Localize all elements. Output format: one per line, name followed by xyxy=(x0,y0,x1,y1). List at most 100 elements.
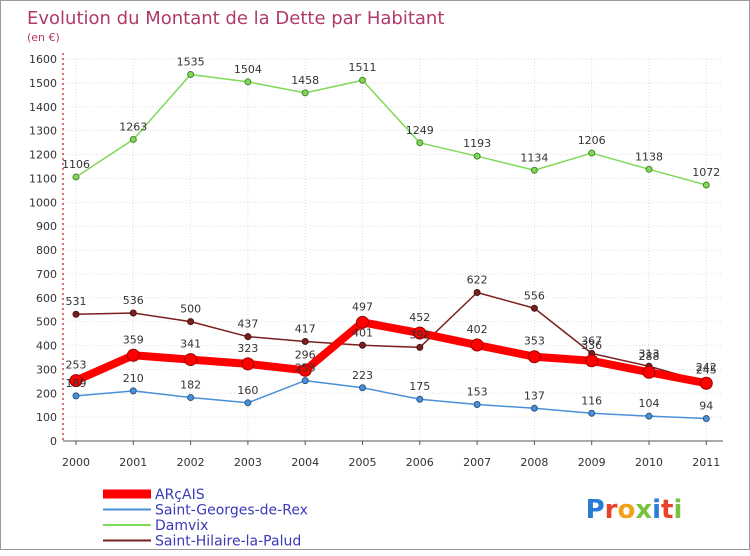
data-point xyxy=(588,149,596,157)
data-label: 1535 xyxy=(177,56,205,69)
x-tick-label: 2009 xyxy=(578,456,606,469)
grid xyxy=(63,58,723,442)
data-point xyxy=(416,139,424,147)
x-tick-label: 2000 xyxy=(62,456,90,469)
data-label: 160 xyxy=(237,384,258,397)
y-tick-label: 0 xyxy=(50,435,57,448)
data-label: 336 xyxy=(581,339,602,352)
data-label: 1106 xyxy=(62,158,90,171)
x-tick-label: 2007 xyxy=(463,456,491,469)
series-line-3 xyxy=(75,291,708,384)
y-tick-label: 100 xyxy=(36,411,57,424)
data-label: 210 xyxy=(123,372,144,385)
data-point xyxy=(527,350,541,364)
data-point xyxy=(642,365,656,379)
data-point xyxy=(301,89,309,97)
data-point xyxy=(585,354,599,368)
data-point xyxy=(530,304,538,312)
logo-letter: i xyxy=(673,495,682,525)
data-label: 245 xyxy=(696,364,717,377)
data-label: 296 xyxy=(295,348,316,361)
data-label: 367 xyxy=(581,334,602,347)
data-point xyxy=(301,377,309,385)
data-label: 94 xyxy=(699,400,713,413)
data-point xyxy=(187,318,195,326)
y-tick-label: 400 xyxy=(36,340,57,353)
series-line-0 xyxy=(72,318,711,388)
data-label: 1511 xyxy=(349,61,377,74)
data-point xyxy=(359,341,366,349)
data-label: 392 xyxy=(409,328,430,341)
data-point xyxy=(356,315,369,329)
data-label: 189 xyxy=(66,377,87,390)
data-label: 359 xyxy=(123,333,144,346)
legend-label: ARçAIS xyxy=(155,487,205,503)
data-point xyxy=(702,415,710,423)
data-point xyxy=(359,384,366,392)
data-point xyxy=(702,181,710,189)
logo-text: Proxiti xyxy=(586,495,683,525)
data-label: 253 xyxy=(66,359,87,372)
data-label: 531 xyxy=(66,295,87,308)
data-point xyxy=(473,288,481,296)
y-tick-label: 700 xyxy=(36,268,57,281)
logo-letter: x xyxy=(635,495,652,525)
data-point xyxy=(187,394,195,402)
data-point xyxy=(72,173,80,181)
data-point xyxy=(129,309,137,317)
proxiti-logo: Proxiti xyxy=(586,495,683,525)
x-tick-label: 2005 xyxy=(349,456,377,469)
data-label: 1138 xyxy=(635,150,663,163)
data-point xyxy=(301,337,309,345)
data-label: 556 xyxy=(524,289,545,302)
x-tick-label: 2002 xyxy=(177,456,205,469)
data-point xyxy=(129,135,137,143)
data-point xyxy=(416,395,424,403)
y-tick-label: 800 xyxy=(36,244,57,257)
legend-label: Saint-Hilaire-la-Palud xyxy=(155,534,301,550)
data-point xyxy=(129,387,137,395)
data-point xyxy=(69,374,83,388)
data-label: 497 xyxy=(352,300,373,313)
logo-letter: P xyxy=(586,495,605,525)
data-label: 402 xyxy=(467,323,488,336)
data-label: 437 xyxy=(237,318,258,331)
data-point xyxy=(72,310,80,318)
data-point xyxy=(588,409,596,417)
data-label: 1263 xyxy=(119,120,147,133)
data-point xyxy=(645,165,653,173)
data-label: 288 xyxy=(639,350,660,363)
chart-subtitle: (en €) xyxy=(27,31,60,44)
data-label: 223 xyxy=(352,369,373,382)
data-label: 417 xyxy=(295,322,316,335)
x-tick-label: 2003 xyxy=(234,456,262,469)
data-point xyxy=(187,71,195,79)
data-label: 104 xyxy=(639,397,660,410)
data-point xyxy=(699,376,713,390)
data-label: 153 xyxy=(467,385,488,398)
y-tick-label: 1500 xyxy=(29,77,57,90)
y-tick-label: 1100 xyxy=(29,172,57,185)
logo-letter: i xyxy=(652,495,661,525)
data-label: 242 xyxy=(696,361,717,374)
data-label: 401 xyxy=(352,326,373,339)
legend-label: Damvix xyxy=(155,518,208,534)
legend-label: Saint-Georges-de-Rex xyxy=(155,503,308,519)
x-tick-label: 2011 xyxy=(692,456,720,469)
data-label: 1206 xyxy=(578,134,606,147)
logo-letter: t xyxy=(661,495,673,525)
logo-letter: o xyxy=(617,495,635,525)
y-tick-label: 300 xyxy=(36,363,57,376)
data-point xyxy=(359,76,366,84)
data-point xyxy=(126,348,140,362)
x-tick-label: 2008 xyxy=(520,456,548,469)
data-point xyxy=(473,152,481,160)
axes: 0 100 200 300 400 500 600 700 800 900 1000 1100 1200… xyxy=(29,53,723,469)
data-label: 253 xyxy=(295,362,316,375)
data-point xyxy=(413,326,427,340)
data-label: 182 xyxy=(180,379,201,392)
y-tick-label: 1200 xyxy=(29,149,57,162)
y-tick-label: 200 xyxy=(36,387,57,400)
series xyxy=(69,71,713,423)
